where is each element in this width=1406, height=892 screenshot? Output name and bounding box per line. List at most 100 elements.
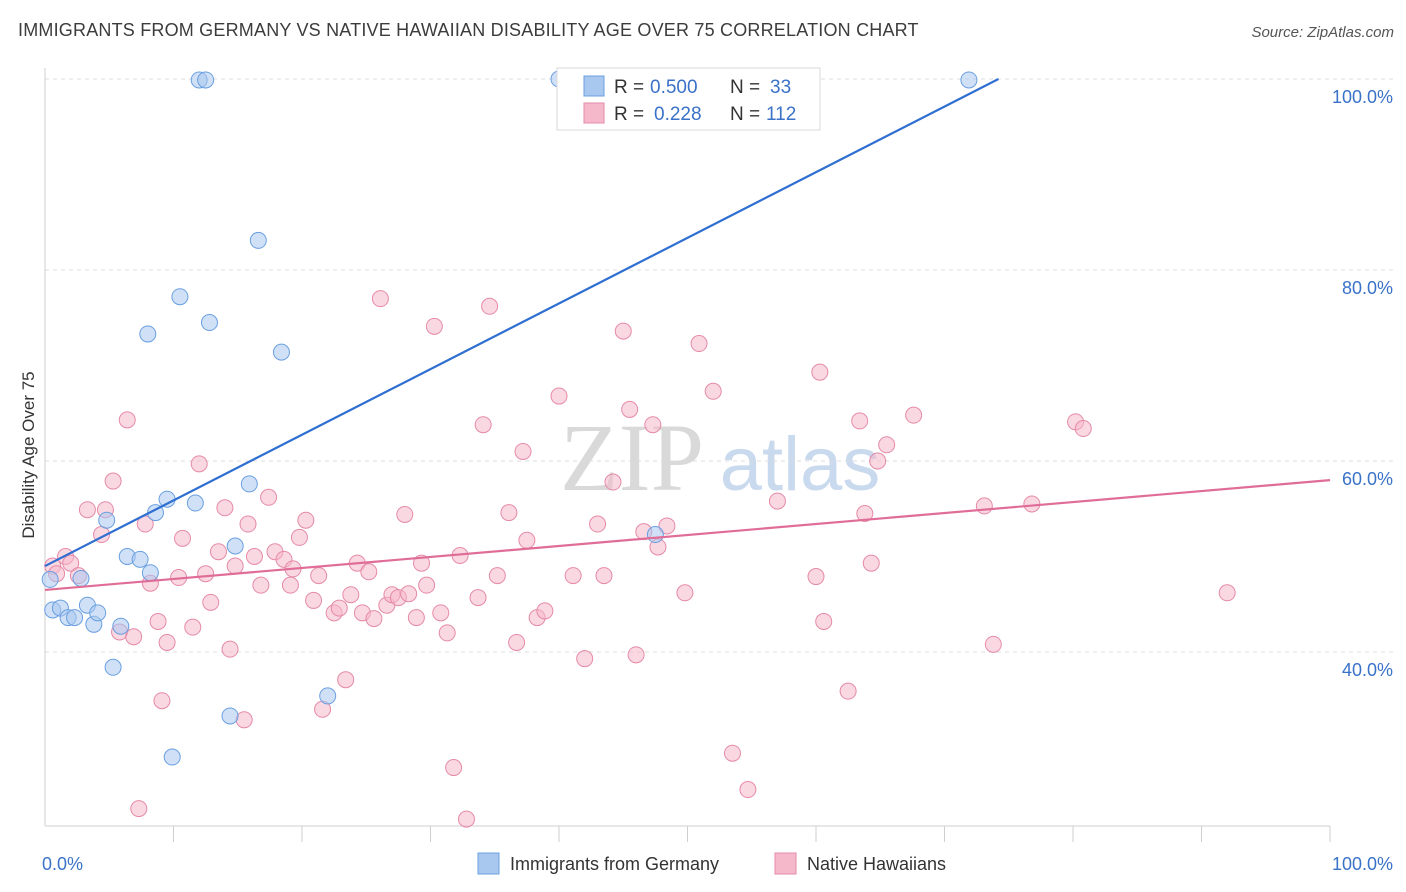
hawaiian-point bbox=[576, 650, 594, 668]
hawaiian-point bbox=[862, 554, 880, 572]
bottom-legend: Immigrants from Germany Native Hawaiians bbox=[477, 852, 946, 875]
germany-point bbox=[66, 609, 84, 627]
hawaiian-point bbox=[500, 504, 518, 522]
gridlines bbox=[45, 78, 1393, 653]
legend-n-value-1: 33 bbox=[770, 77, 791, 98]
hawaiian-point bbox=[153, 692, 171, 710]
hawaiian-point bbox=[457, 810, 475, 828]
hawaiian-point bbox=[839, 682, 857, 700]
hawaiian-point bbox=[245, 548, 263, 565]
hawaiian-point bbox=[676, 584, 694, 602]
hawaiian-point bbox=[281, 576, 299, 594]
germany-trend-line bbox=[44, 78, 999, 568]
hawaiian-point bbox=[690, 335, 708, 353]
legend-swatch-blue bbox=[583, 75, 605, 97]
legend-r-label-1: R = bbox=[614, 77, 644, 98]
y-tick-labels: 40.0% 60.0% 80.0% 100.0% bbox=[1332, 87, 1393, 680]
bottom-legend-swatch-pink bbox=[774, 852, 797, 875]
hawaiian-point bbox=[604, 473, 622, 491]
hawaiian-point bbox=[239, 515, 257, 533]
native-hawaiians-points bbox=[44, 290, 1236, 828]
hawaiian-point bbox=[481, 297, 499, 315]
hawaiian-point bbox=[518, 531, 536, 549]
hawaiian-point bbox=[878, 436, 896, 454]
hawaiian-point bbox=[330, 599, 348, 617]
germany-point bbox=[960, 71, 978, 89]
watermark: ZIP atlas bbox=[560, 404, 880, 511]
legend-n-value-2: 112 bbox=[766, 104, 796, 125]
hawaiian-point bbox=[78, 501, 96, 519]
germany-point bbox=[163, 748, 181, 766]
germany-point bbox=[141, 564, 159, 582]
hawaiian-point bbox=[856, 505, 874, 523]
bottom-legend-swatch-blue bbox=[477, 852, 500, 875]
germany-point bbox=[171, 288, 189, 306]
hawaiian-point bbox=[739, 781, 757, 799]
hawaiian-point bbox=[130, 800, 148, 818]
hawaiian-point bbox=[365, 610, 383, 628]
hawaiian-point bbox=[621, 400, 639, 418]
germany-point bbox=[139, 325, 157, 343]
hawaiian-point bbox=[488, 567, 506, 585]
hawaiian-point bbox=[118, 411, 136, 429]
hawaiian-point bbox=[704, 382, 722, 400]
hawaiian-point bbox=[514, 442, 532, 460]
hawaiian-point bbox=[614, 322, 632, 340]
hawaiian-point bbox=[1023, 495, 1041, 513]
hawaiian-point bbox=[905, 406, 923, 424]
hawaiian-point bbox=[173, 529, 191, 547]
legend-r-label-2: R = bbox=[614, 104, 644, 125]
hawaiian-point bbox=[438, 624, 456, 642]
hawaiian-point bbox=[432, 604, 450, 622]
germany-point bbox=[240, 475, 258, 493]
source-label: Source: ZipAtlas.com bbox=[1251, 24, 1394, 41]
hawaiian-point bbox=[337, 671, 355, 689]
germany-points bbox=[41, 70, 978, 766]
germany-point bbox=[89, 604, 107, 622]
germany-point bbox=[272, 343, 290, 361]
germany-point bbox=[72, 569, 90, 587]
hawaiian-point bbox=[984, 635, 1002, 653]
germany-point bbox=[221, 707, 239, 725]
germany-point bbox=[200, 314, 218, 332]
legend-swatch-pink bbox=[583, 102, 605, 124]
hawaiian-point bbox=[202, 593, 220, 611]
germany-point bbox=[226, 537, 244, 555]
trend-lines bbox=[44, 78, 1331, 592]
hawaiian-point bbox=[469, 589, 487, 607]
hawaiian-point bbox=[158, 633, 176, 651]
hawaiian-point bbox=[550, 387, 568, 405]
hawaiian-point bbox=[360, 563, 378, 581]
hawaiian-point bbox=[252, 576, 270, 594]
hawaiian-point bbox=[396, 505, 414, 523]
germany-point bbox=[186, 494, 204, 512]
hawaiian-point bbox=[62, 554, 80, 572]
hawaiian-point bbox=[235, 711, 253, 729]
legend-r-value-1: 0.500 bbox=[650, 77, 698, 98]
hawaiian-point bbox=[811, 363, 829, 381]
hawaiian-point bbox=[305, 591, 323, 609]
hawaiian-point bbox=[104, 472, 122, 490]
hawaiian-point bbox=[564, 567, 582, 585]
hawaiian-point bbox=[297, 511, 315, 529]
hawaiian-point bbox=[407, 609, 425, 627]
y-tick-label: 80.0% bbox=[1342, 278, 1393, 298]
watermark-zip: ZIP bbox=[560, 404, 704, 511]
hawaiian-point bbox=[807, 568, 825, 586]
inset-legend: R = 0.500 N = 33 R = 0.228 N = 112 bbox=[556, 67, 821, 131]
germany-point bbox=[104, 658, 122, 676]
y-tick-label: 100.0% bbox=[1332, 87, 1393, 107]
germany-point bbox=[319, 687, 337, 705]
hawaiian-point bbox=[1074, 420, 1092, 438]
chart-title: IMMIGRANTS FROM GERMANY VS NATIVE HAWAII… bbox=[18, 20, 919, 40]
hawaiian-point bbox=[125, 628, 143, 646]
hawaiian-point bbox=[290, 528, 308, 546]
y-axis-title: Disability Age Over 75 bbox=[19, 371, 38, 538]
hawaiian-point bbox=[425, 317, 443, 335]
hawaiian-point bbox=[644, 416, 662, 434]
x-tick-label-min: 0.0% bbox=[42, 854, 83, 874]
legend-r-value-2: 0.228 bbox=[654, 104, 702, 125]
hawaiian-point bbox=[226, 557, 244, 575]
y-tick-label: 40.0% bbox=[1342, 660, 1393, 680]
legend-n-label-1: N = bbox=[730, 77, 760, 98]
